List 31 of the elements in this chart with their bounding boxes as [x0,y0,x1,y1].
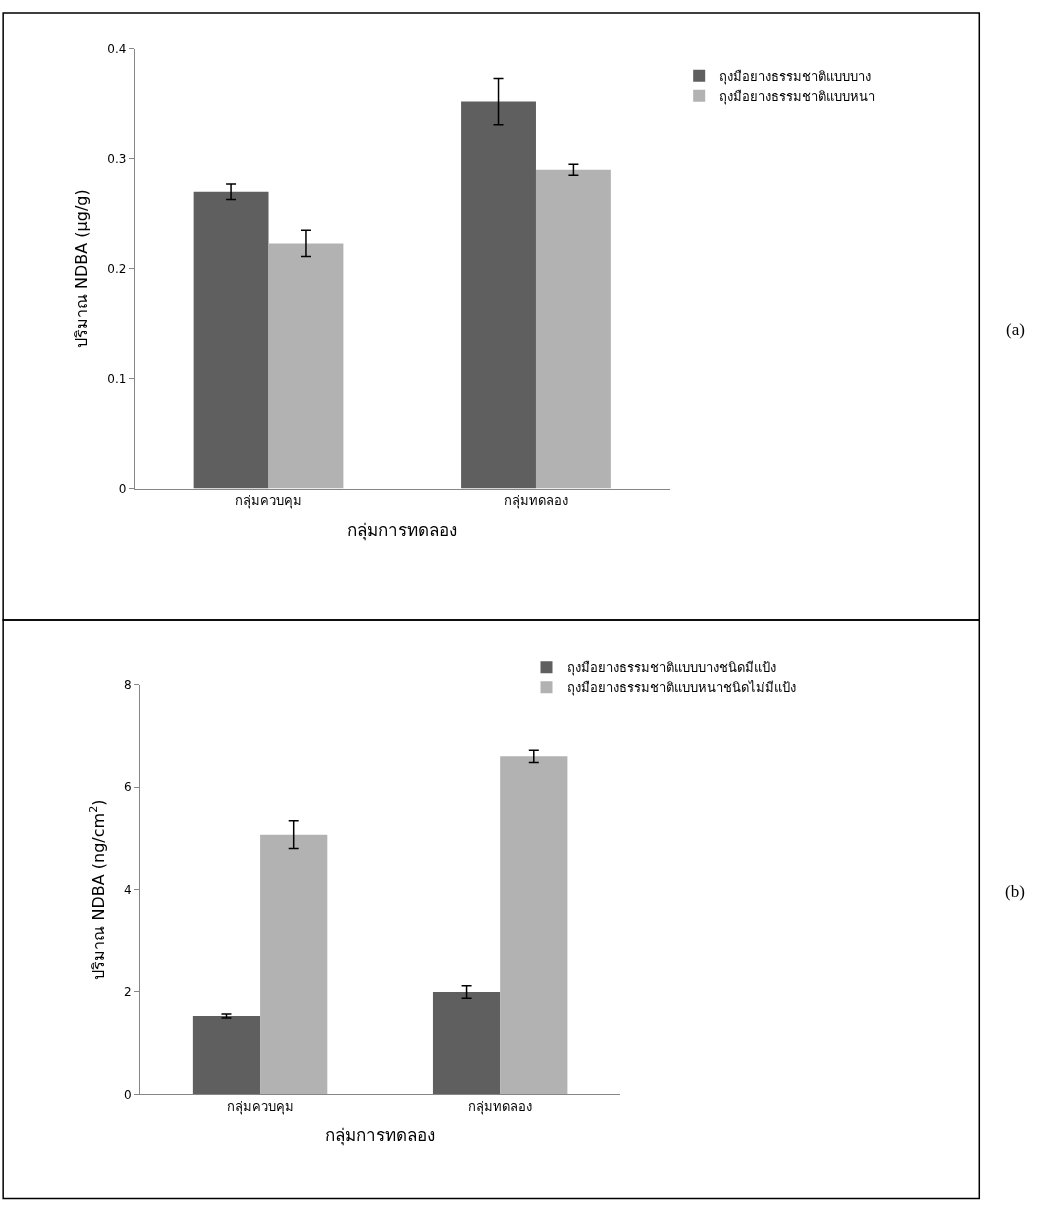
y-tick-label: 0.2 [107,261,127,276]
y-tick-label: 0.1 [107,371,127,386]
legend-label: ถุงมือยางธรรมชาติแบบหนาชนิดไม่มีแป้ง [566,680,796,697]
x-tick-label: กลุ่มทดลอง [503,493,568,510]
legend-label: ถุงมือยางธรรมชาติแบบบางชนิดมีแป้ง [566,660,776,677]
x-axis-title: กลุ่มการทดลอง [347,519,458,541]
y-tick-label: 0 [118,481,127,496]
y-tick-label: 6 [124,780,132,795]
bar [260,834,328,1095]
bar [192,1016,261,1095]
text: (a) [1006,320,1025,339]
legend-label: ถุงมือยางธรรมชาติแบบหนา [719,88,876,105]
bar [193,191,269,489]
x-tick-label: กลุ่มควบคุม [235,493,303,510]
y-tick-label: 8 [124,677,132,692]
y-tick-label: 4 [124,882,132,897]
y-tick-label: 0.4 [107,42,127,57]
bar [432,991,501,1095]
y-tick-label: 0 [124,1087,132,1102]
x-tick-label: กลุ่มทดลอง [468,1099,533,1116]
y-tick-label: 2 [124,985,132,1000]
bar [500,756,568,1095]
bar [461,101,536,489]
bar [535,169,611,489]
y-tick-label: 0.3 [107,151,127,166]
bar [268,243,344,489]
legend-label: ถุงมือยางธรรมชาติแบบบาง [719,68,872,85]
y-axis-title: ปริมาณ NDBA (µg/g) [72,189,92,349]
text: (b) [1005,882,1025,901]
x-axis-title: กลุ่มการทดลอง [325,1125,436,1147]
x-tick-label: กลุ่มควบคุม [226,1099,294,1116]
